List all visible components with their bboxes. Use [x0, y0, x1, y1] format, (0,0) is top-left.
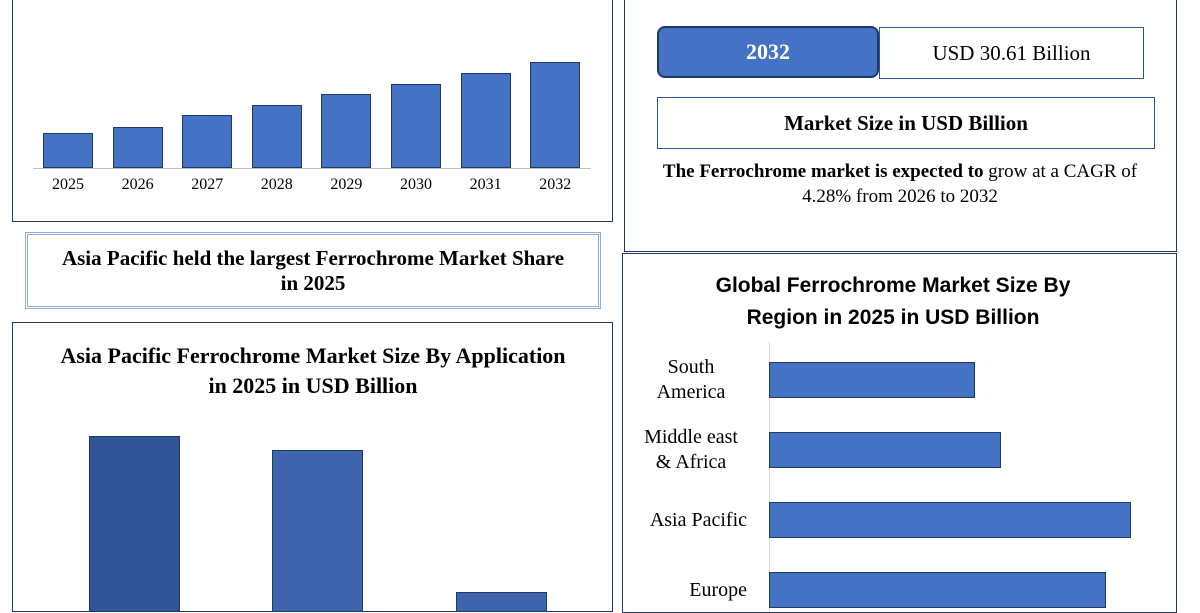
- y-tick-label: Middle east & Africa: [625, 420, 747, 480]
- bar: [391, 83, 441, 168]
- unit-box: Market Size in USD Billion: [657, 97, 1155, 149]
- cagr-bold: The Ferrochrome market is expected to: [662, 161, 984, 182]
- x-tick-label: 2029: [330, 176, 363, 193]
- x-tick-label: 2031: [469, 176, 502, 193]
- bar: [251, 104, 302, 168]
- cagr-rest: grow at a CAGR of 4.28% from 2026 to 203…: [802, 161, 1138, 207]
- bar: [272, 450, 363, 611]
- bar: [455, 591, 547, 611]
- year: 2032: [746, 39, 790, 64]
- x-tick-label: 2025: [52, 176, 84, 193]
- x-tick-label: 2030: [400, 176, 432, 193]
- bar: [460, 73, 511, 168]
- value-box: USD 30.61 Billion: [879, 27, 1144, 79]
- y-tick-label: Asia Pacific: [625, 490, 747, 550]
- panel: 2025 2026 2027 2028 2029 2030 2031 2032: [12, 0, 613, 222]
- bar: [769, 362, 976, 398]
- y-axis: [769, 342, 770, 612]
- bar: [321, 93, 372, 168]
- y-tick-text: Europe: [689, 578, 747, 601]
- page: 2025 2026 2027 2028 2029 2030 2031 2032 Asia Pa…: [12, 0, 1177, 613]
- y-tick-label: Europe: [625, 560, 747, 612]
- x-tick-label: 2027: [191, 176, 224, 193]
- note-text: Asia Pacific held the largest Ferrochrom…: [61, 245, 565, 295]
- value: USD 30.61 Billion: [932, 40, 1091, 65]
- y-tick-text: Asia Pacific: [649, 508, 747, 531]
- chart-title: Global Ferrochrome Market Size By Region…: [715, 274, 1071, 329]
- bar: [43, 133, 93, 168]
- x-tick-label: 2028: [260, 176, 293, 193]
- y-tick-text: South America: [656, 356, 726, 403]
- year-box: 2032: [657, 26, 879, 78]
- bar: [769, 572, 1106, 608]
- cagr-text: The Ferrochrome market is expected to gr…: [655, 159, 1145, 209]
- panel: Global Ferrochrome Market Size By Region…: [622, 253, 1177, 613]
- bar: [88, 435, 180, 611]
- x-tick-label: 2026: [121, 176, 154, 193]
- bar: [769, 502, 1131, 538]
- x-tick-label: 2032: [539, 176, 572, 193]
- x-axis: [33, 168, 591, 169]
- y-tick-label: South America: [625, 350, 747, 410]
- note-box: Asia Pacific held the largest Ferrochrom…: [25, 232, 601, 309]
- panel: 2032 USD 30.61 Billion Market Size in US…: [624, 0, 1177, 252]
- bar: [182, 115, 233, 168]
- bar: [769, 432, 1001, 468]
- unit-label: Market Size in USD Billion: [784, 110, 1028, 135]
- y-tick-text: Middle east & Africa: [644, 426, 738, 473]
- chart-title: Asia Pacific Ferrochrome Market Size By …: [60, 343, 566, 398]
- panel: Asia Pacific Ferrochrome Market Size By …: [12, 322, 613, 612]
- bar: [112, 127, 163, 168]
- bar: [530, 62, 581, 168]
